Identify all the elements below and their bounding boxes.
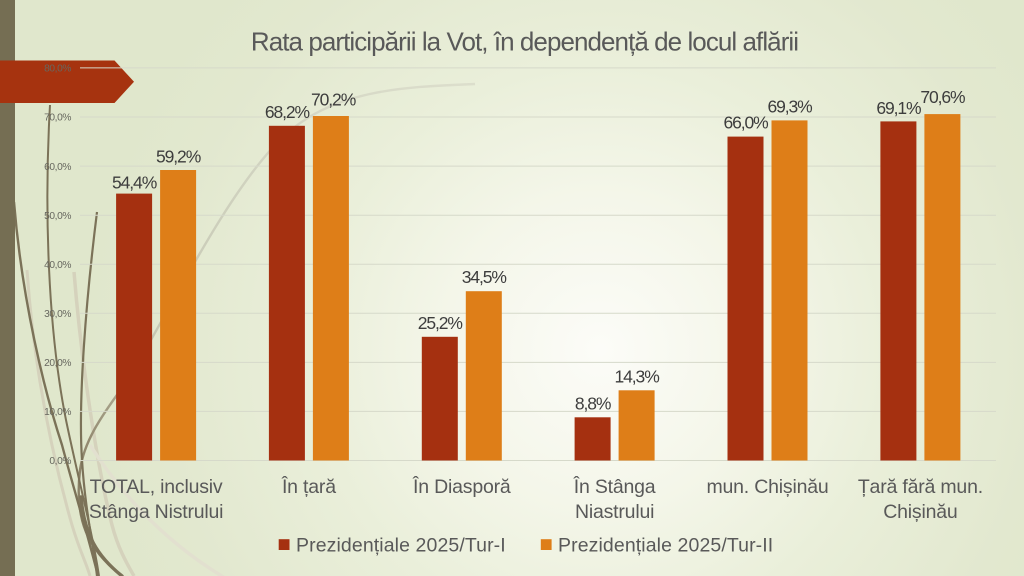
svg-text:Țară fără mun.: Țară fără mun. <box>858 476 983 498</box>
svg-text:25,2%: 25,2% <box>418 313 463 333</box>
svg-text:20,0%: 20,0% <box>44 358 71 369</box>
svg-text:În Diasporă: În Diasporă <box>412 475 511 498</box>
svg-text:59,2%: 59,2% <box>156 147 201 167</box>
svg-text:60,0%: 60,0% <box>44 162 71 173</box>
svg-text:Rata participării la Vot, în d: Rata participării la Vot, în dependență … <box>251 27 798 57</box>
svg-text:Prezidențiale 2025/Tur-I: Prezidențiale 2025/Tur-I <box>296 535 506 557</box>
svg-text:În țară: În țară <box>281 475 336 498</box>
svg-text:mun. Chișinău: mun. Chișinău <box>706 476 828 498</box>
svg-text:În Stânga: În Stânga <box>573 475 656 498</box>
svg-text:14,3%: 14,3% <box>615 366 660 386</box>
svg-text:66,0%: 66,0% <box>723 113 768 133</box>
svg-text:Chișinău: Chișinău <box>883 501 957 523</box>
svg-text:69,3%: 69,3% <box>767 96 812 116</box>
svg-text:Prezidențiale 2025/Tur-II: Prezidențiale 2025/Tur-II <box>558 535 773 557</box>
svg-text:10,0%: 10,0% <box>44 407 71 418</box>
svg-text:8,8%: 8,8% <box>575 393 611 413</box>
svg-text:40,0%: 40,0% <box>44 260 71 271</box>
svg-text:Stânga Nistrului: Stânga Nistrului <box>89 501 223 523</box>
svg-text:34,5%: 34,5% <box>462 267 507 287</box>
svg-text:68,2%: 68,2% <box>265 102 310 122</box>
svg-text:50,0%: 50,0% <box>44 211 71 222</box>
svg-text:Niastrului: Niastrului <box>575 501 654 523</box>
svg-text:69,1%: 69,1% <box>876 98 921 118</box>
svg-text:80,0%: 80,0% <box>44 64 71 75</box>
svg-text:70,0%: 70,0% <box>44 113 71 124</box>
svg-text:70,6%: 70,6% <box>920 87 965 107</box>
svg-text:0,0%: 0,0% <box>49 456 71 467</box>
svg-text:54,4%: 54,4% <box>112 173 157 193</box>
svg-text:TOTAL, inclusiv: TOTAL, inclusiv <box>90 476 223 498</box>
svg-text:70,2%: 70,2% <box>311 89 356 109</box>
svg-text:30,0%: 30,0% <box>44 309 71 320</box>
